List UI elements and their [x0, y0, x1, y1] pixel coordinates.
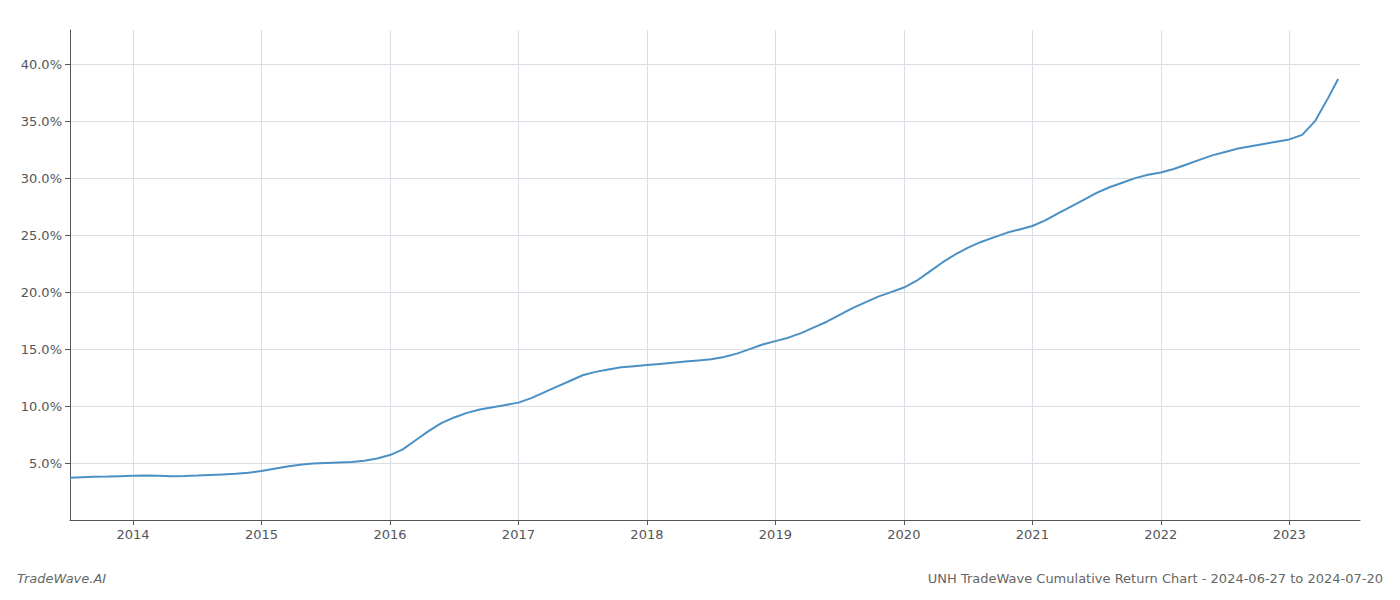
svg-text:30.0%: 30.0%	[21, 171, 62, 186]
svg-text:2014: 2014	[116, 527, 149, 542]
svg-text:2017: 2017	[502, 527, 535, 542]
svg-text:2015: 2015	[245, 527, 278, 542]
svg-text:2016: 2016	[373, 527, 406, 542]
svg-text:10.0%: 10.0%	[21, 399, 62, 414]
svg-text:2018: 2018	[630, 527, 663, 542]
svg-text:25.0%: 25.0%	[21, 228, 62, 243]
svg-text:35.0%: 35.0%	[21, 114, 62, 129]
svg-text:2020: 2020	[887, 527, 920, 542]
svg-text:2021: 2021	[1016, 527, 1049, 542]
svg-text:5.0%: 5.0%	[29, 456, 62, 471]
svg-text:TradeWave.AI: TradeWave.AI	[17, 571, 106, 586]
svg-text:UNH TradeWave Cumulative Retur: UNH TradeWave Cumulative Return Chart - …	[928, 571, 1383, 586]
svg-text:2023: 2023	[1273, 527, 1306, 542]
svg-text:40.0%: 40.0%	[21, 57, 62, 72]
svg-text:20.0%: 20.0%	[21, 285, 62, 300]
svg-text:15.0%: 15.0%	[21, 342, 62, 357]
svg-text:2022: 2022	[1144, 527, 1177, 542]
svg-text:2019: 2019	[759, 527, 792, 542]
